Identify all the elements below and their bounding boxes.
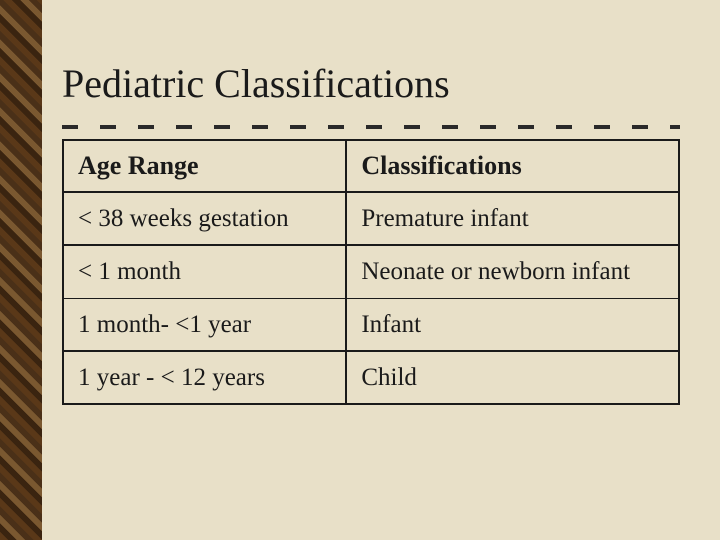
col-header-classifications: Classifications [346,140,679,192]
cell-age: < 38 weeks gestation [63,192,346,245]
col-header-age-range: Age Range [63,140,346,192]
table-row: 1 month- <1 year Infant [63,298,679,351]
title-underline [62,125,680,129]
table-row: 1 year - < 12 years Child [63,351,679,404]
cell-age: < 1 month [63,245,346,298]
classifications-table: Age Range Classifications < 38 weeks ges… [62,139,680,405]
cell-classification: Child [346,351,679,404]
decorative-left-border [0,0,42,540]
slide-content: Pediatric Classifications Age Range Clas… [62,60,680,405]
table-row: < 1 month Neonate or newborn infant [63,245,679,298]
cell-age: 1 month- <1 year [63,298,346,351]
table-header-row: Age Range Classifications [63,140,679,192]
slide-title: Pediatric Classifications [62,60,680,107]
cell-classification: Neonate or newborn infant [346,245,679,298]
cell-age: 1 year - < 12 years [63,351,346,404]
cell-classification: Premature infant [346,192,679,245]
table-row: < 38 weeks gestation Premature infant [63,192,679,245]
cell-classification: Infant [346,298,679,351]
